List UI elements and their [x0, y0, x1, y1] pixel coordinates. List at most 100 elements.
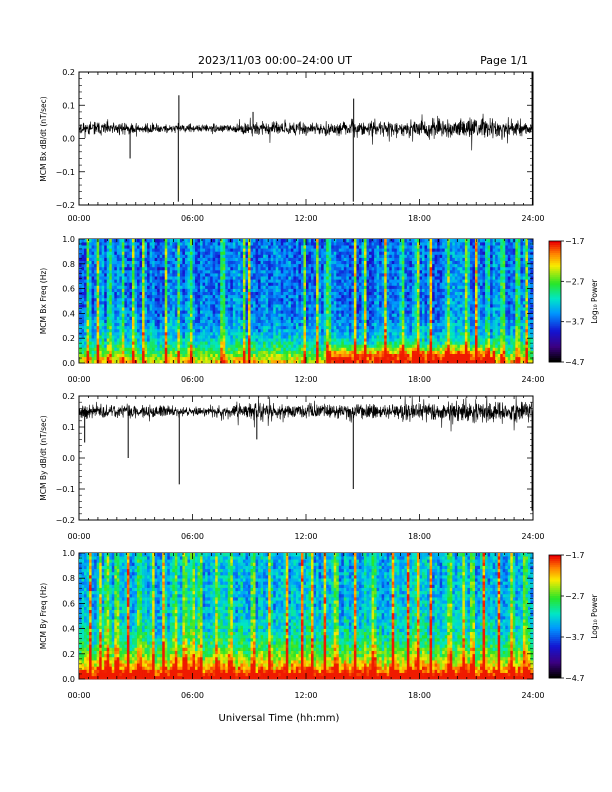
heatmap-cell: [353, 347, 357, 351]
heatmap-cell: [290, 332, 294, 336]
heatmap-cell: [137, 254, 140, 258]
heatmap-cell: [126, 254, 130, 258]
heatmap-cell: [147, 248, 150, 252]
heatmap-cell: [222, 301, 226, 305]
heatmap-cell: [147, 279, 150, 283]
heatmap-cell: [86, 332, 90, 336]
heatmap-cell: [96, 322, 100, 327]
heatmap-cell: [376, 310, 380, 314]
x-tick-label: 00:00: [67, 214, 90, 223]
heatmap-cell: [187, 282, 191, 286]
heatmap-cell: [101, 341, 105, 345]
heatmap-cell: [109, 353, 113, 358]
heatmap-cell: [341, 266, 345, 271]
heatmap-cell: [81, 313, 85, 317]
heatmap-cell: [326, 325, 329, 330]
heatmap-cell: [285, 313, 289, 317]
heatmap-cell: [321, 316, 324, 320]
heatmap-cell: [89, 266, 92, 271]
heatmap-cell: [187, 260, 191, 265]
heatmap-cell: [149, 319, 153, 323]
heatmap-cell: [119, 356, 123, 361]
heatmap-cell: [323, 254, 327, 258]
heatmap-cell: [280, 344, 284, 348]
heatmap-cell: [371, 242, 375, 246]
heatmap-cell: [164, 257, 168, 261]
heatmap-cell: [379, 285, 382, 289]
heatmap-cell: [290, 279, 294, 283]
heatmap-cell: [230, 332, 234, 336]
heatmap-cell: [200, 257, 203, 261]
heatmap-cell: [306, 297, 309, 302]
heatmap-cell: [295, 316, 299, 320]
heatmap-cell: [79, 257, 82, 261]
heatmap-cell: [195, 322, 198, 327]
heatmap-cell: [189, 257, 193, 261]
heatmap-cell: [116, 304, 120, 308]
heatmap-cell: [202, 266, 206, 271]
heatmap-cell: [197, 242, 201, 246]
heatmap-cell: [139, 282, 143, 286]
heatmap-cell: [278, 328, 282, 333]
heatmap-cell: [152, 325, 155, 330]
heatmap-cell: [99, 319, 102, 323]
heatmap-cell: [167, 325, 171, 330]
heatmap-cell: [270, 276, 274, 280]
heatmap-cell: [341, 325, 345, 330]
heatmap-cell: [293, 304, 297, 308]
heatmap-cell: [104, 263, 108, 268]
heatmap-cell: [321, 353, 324, 358]
heatmap-cell: [109, 254, 113, 258]
heatmap-cell: [159, 335, 163, 339]
heatmap-cell: [109, 291, 113, 296]
heatmap-cell: [152, 242, 155, 246]
heatmap-cell: [351, 273, 355, 277]
heatmap-cell: [321, 338, 324, 342]
heatmap-cell: [79, 353, 82, 358]
heatmap-cell: [217, 328, 221, 333]
heatmap-cell: [374, 297, 377, 302]
heatmap-cell: [84, 310, 87, 314]
heatmap-cell: [275, 322, 279, 327]
heatmap-cell: [230, 273, 234, 277]
heatmap-cell: [358, 319, 362, 323]
heatmap-cell: [167, 263, 171, 268]
heatmap-cell: [149, 338, 153, 342]
heatmap-cell: [147, 245, 150, 249]
heatmap-cell: [84, 338, 87, 342]
heatmap-cell: [205, 245, 208, 249]
heatmap-cell: [288, 344, 292, 348]
heatmap-cell: [99, 332, 102, 336]
heatmap-cell: [84, 356, 87, 361]
heatmap-cell: [227, 319, 231, 323]
heatmap-cell: [381, 328, 385, 333]
heatmap-cell: [232, 285, 236, 289]
heatmap-cell: [303, 251, 307, 255]
heatmap-cell: [215, 245, 219, 249]
heatmap-cell: [358, 245, 362, 249]
heatmap-cell: [341, 273, 345, 277]
heatmap-cell: [116, 347, 120, 351]
heatmap-cell: [250, 301, 254, 305]
heatmap-cell: [86, 344, 90, 348]
heatmap-cell: [313, 282, 317, 286]
heatmap-cell: [202, 353, 206, 358]
heatmap-cell: [308, 338, 312, 342]
heatmap-cell: [172, 297, 176, 302]
heatmap-cell: [139, 273, 143, 277]
heatmap-cell: [273, 304, 277, 308]
heatmap-cell: [101, 310, 105, 314]
heatmap-cell: [137, 266, 140, 271]
heatmap-cell: [79, 332, 82, 336]
heatmap-cell: [376, 350, 380, 354]
heatmap-cell: [376, 325, 380, 330]
heatmap-cell: [278, 297, 282, 302]
heatmap-cell: [119, 297, 123, 302]
heatmap-cell: [263, 313, 266, 317]
heatmap-cell: [237, 356, 241, 361]
heatmap-cell: [164, 344, 168, 348]
heatmap-cell: [174, 251, 178, 255]
heatmap-cell: [149, 288, 153, 292]
heatmap-cell: [328, 359, 332, 364]
heatmap-cell: [106, 297, 110, 302]
